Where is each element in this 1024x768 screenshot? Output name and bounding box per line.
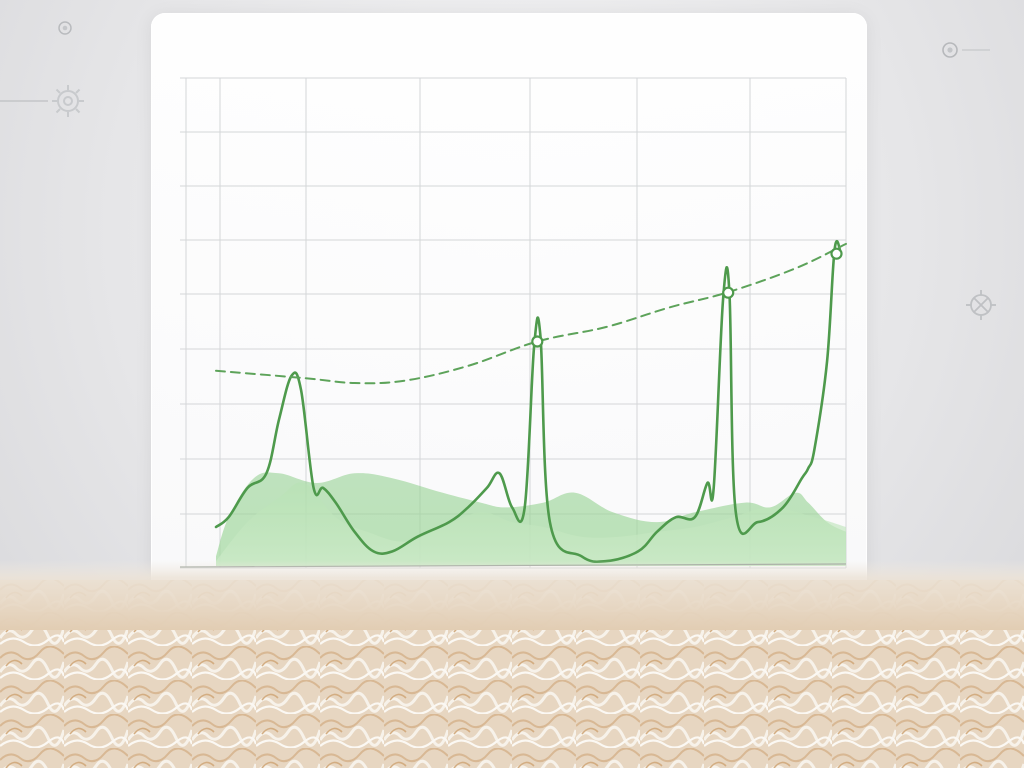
gear-icon (58, 21, 72, 35)
connector-line-icon (962, 49, 990, 51)
gear-icon (966, 290, 996, 320)
connector-line-icon (0, 100, 48, 102)
data-point-marker (830, 247, 843, 260)
series-line (214, 239, 843, 564)
area-series (216, 482, 846, 566)
area-layer (216, 472, 846, 566)
gear-icon (942, 42, 958, 58)
gear-icon (52, 85, 84, 117)
data-point-marker (531, 335, 544, 348)
terrain-fade (0, 560, 1024, 630)
trend-line-dashed (215, 242, 847, 385)
data-point-marker (722, 286, 735, 299)
marker-layer (531, 247, 843, 348)
